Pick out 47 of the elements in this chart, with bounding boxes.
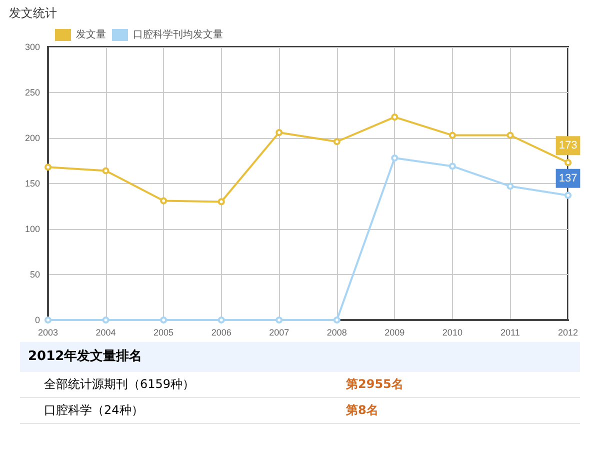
legend-label: 口腔科学刊均发文量 [133,28,223,40]
x-tick-label: 2012 [558,328,578,338]
point [218,316,225,324]
chart-title: 发文统计 [9,6,57,20]
y-tick-label: 100 [24,224,40,234]
y-tick-label: 200 [24,133,40,143]
x-tick-label: 2010 [442,328,462,338]
point [102,167,110,174]
x-tick-label: 2005 [154,328,174,338]
point [564,159,572,166]
point [44,316,52,324]
text: 口腔科学（24种） [44,402,144,419]
y-tick-label: 300 [24,42,40,52]
text: 第8名 [346,402,378,419]
y-tick-label: 0 [34,315,40,325]
text: 2012年发文量排名 [20,342,580,372]
point [448,132,456,139]
point [276,316,283,324]
point [160,316,168,324]
x-tick-label: 2009 [384,328,405,338]
point [391,154,398,162]
text: 第2955名 [346,376,404,393]
point [160,197,168,204]
data-label: 137 [558,172,578,184]
y-tick-label: 250 [24,88,40,98]
y-tick-label: 150 [24,178,40,188]
point [506,182,514,190]
point [102,316,110,324]
point [276,129,283,136]
point [391,114,398,121]
point [448,162,456,170]
data-label: 173 [558,140,578,152]
x-tick-label: 2007 [269,328,290,338]
x-tick-label: 2008 [326,328,347,338]
point [564,192,572,199]
point [333,316,340,324]
x-tick-label: 2003 [38,328,58,338]
point [333,138,340,146]
point [44,164,52,171]
y-tick-label: 50 [30,270,40,280]
x-tick-label: 2004 [96,328,116,338]
text: 全部统计源期刊（6159种） [44,376,195,393]
x-tick-label: 2006 [211,328,232,338]
point [218,198,225,206]
legend-label: 发文量 [76,28,106,40]
x-tick-label: 2011 [500,328,520,338]
point [506,132,514,139]
